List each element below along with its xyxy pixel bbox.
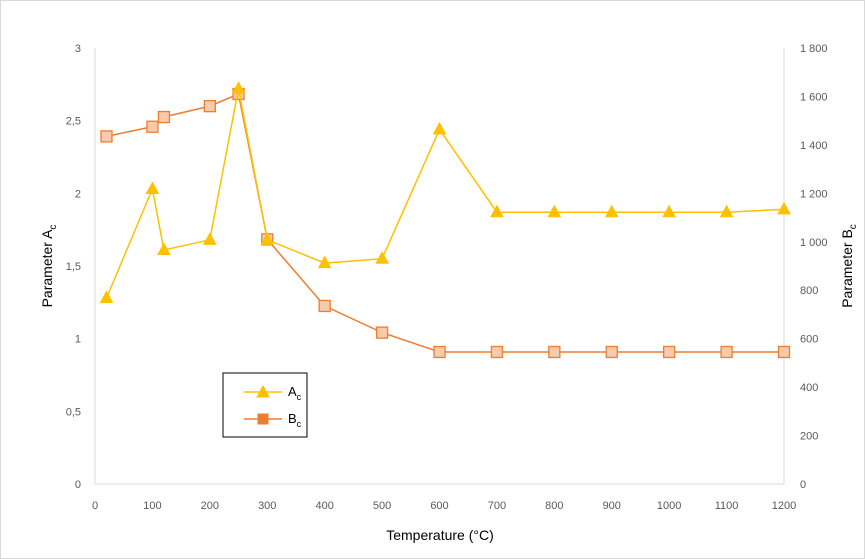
y2-tick-labels: 0 200 400 600 800 1 000 1 200 1 400 1 600 1 800 (800, 43, 828, 491)
series-layer (99, 81, 791, 359)
y2-axis-title: Parameter Bc (839, 224, 859, 308)
x-tick-labels: 0 100 200 300 400 500 600 700 800 900 1000 1100 1200 (92, 500, 796, 512)
x-tick-label: 300 (258, 500, 276, 512)
y-tick-label: 1,5 (66, 261, 81, 273)
y2-tick-label: 200 (800, 431, 818, 443)
axes (94, 48, 785, 485)
x-tick-label: 0 (92, 500, 98, 512)
data-point-square (318, 299, 331, 313)
data-point-triangle (662, 204, 677, 218)
data-point-triangle (231, 81, 246, 94)
y2-tick-label: 1 200 (800, 188, 828, 200)
legend-box (222, 372, 308, 438)
y2-tick-label: 800 (800, 285, 818, 297)
series-ac (99, 81, 791, 303)
x-axis-title: Temperature (°C) (386, 527, 494, 543)
x-tick-label: 900 (603, 500, 621, 512)
data-point-square (433, 345, 446, 359)
y-tick-label: 2 (75, 188, 81, 200)
x-tick-label: 600 (430, 500, 448, 512)
y2-tick-label: 1 000 (800, 237, 828, 249)
data-point-square (548, 345, 561, 359)
x-tick-label: 1100 (715, 500, 739, 512)
y-axis-title: Parameter Ac (39, 225, 59, 308)
data-point-triangle (777, 201, 791, 215)
x-tick-label: 800 (545, 500, 563, 512)
y-tick-label: 0,5 (66, 406, 81, 418)
data-point-square (777, 345, 791, 359)
data-point-triangle (99, 290, 114, 303)
x-tick-label: 1000 (657, 500, 681, 512)
y-tick-label: 3 (75, 43, 81, 55)
legend-marker-b (257, 413, 269, 425)
x-tick-label: 200 (201, 500, 219, 512)
y2-tick-label: 1 400 (800, 140, 828, 152)
y-tick-labels: 0 0,5 1 1,5 2 2,5 3 (66, 43, 81, 491)
data-point-square (146, 120, 159, 133)
x-tick-label: 1200 (772, 500, 796, 512)
data-point-triangle (145, 181, 160, 194)
series-bc (100, 87, 791, 359)
data-point-square (375, 326, 389, 339)
legend-label-a: Ac (288, 384, 302, 402)
data-point-triangle (317, 255, 332, 269)
data-point-square (157, 110, 171, 124)
x-tick-label: 100 (143, 500, 161, 512)
data-point-triangle (432, 121, 447, 135)
x-tick-label: 500 (373, 500, 391, 512)
legend-label-b: Bc (288, 411, 302, 429)
data-point-triangle (719, 204, 734, 218)
y2-tick-label: 1 800 (800, 43, 828, 55)
y-tick-label: 1 (75, 334, 81, 346)
data-point-triangle (202, 232, 217, 245)
y-tick-label: 2,5 (66, 116, 81, 128)
data-point-square (203, 99, 216, 113)
y2-tick-label: 0 (800, 479, 806, 491)
data-point-triangle (490, 204, 504, 218)
data-point-square (663, 345, 676, 359)
data-point-triangle (260, 232, 275, 245)
data-point-triangle (604, 204, 619, 218)
data-point-square (490, 345, 504, 359)
x-tick-label: 700 (488, 500, 506, 512)
data-point-square (100, 130, 113, 143)
data-point-triangle (375, 251, 389, 264)
x-tick-label: 400 (315, 500, 333, 512)
y-tick-label: 0 (75, 479, 81, 491)
series-line (105, 88, 785, 299)
y2-tick-label: 400 (800, 382, 818, 394)
legend: Ac Bc (222, 372, 308, 438)
data-point-triangle (157, 242, 171, 256)
y2-tick-label: 600 (800, 334, 818, 346)
y2-tick-label: 1 600 (800, 91, 828, 103)
legend-marker-a (256, 384, 270, 398)
data-point-triangle (547, 204, 562, 218)
data-point-square (605, 345, 618, 359)
data-point-square (720, 345, 733, 359)
